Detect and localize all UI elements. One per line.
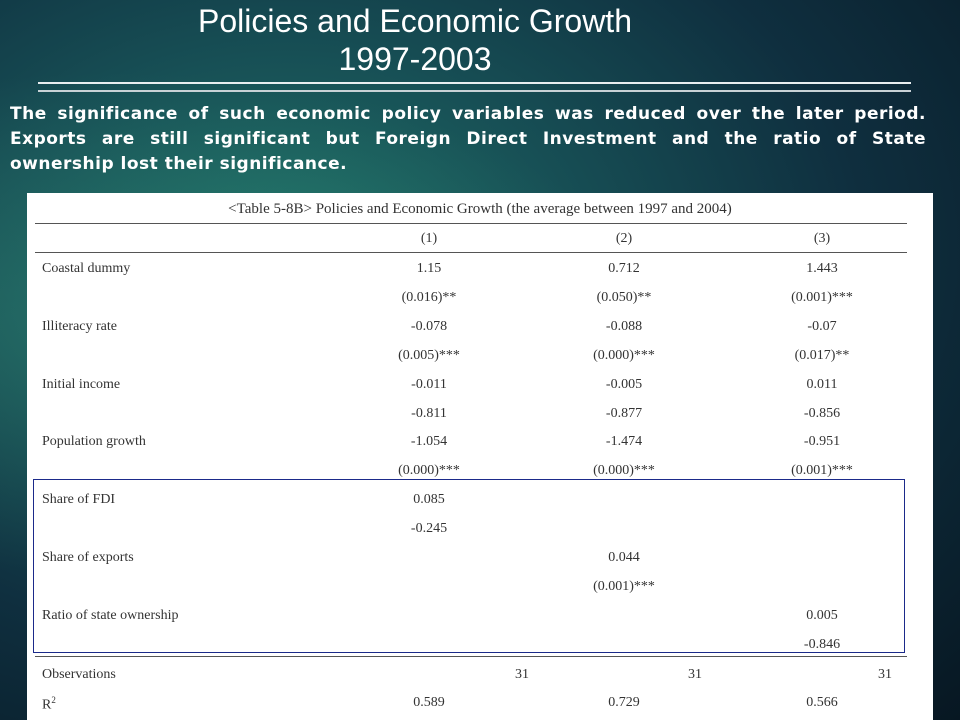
table-cell-c2: (0.001)*** xyxy=(593,579,655,594)
intro-paragraph: The significance of such economic policy… xyxy=(10,104,926,174)
table-cell-c2: (0.000)*** xyxy=(593,463,655,478)
stats-rule xyxy=(35,656,907,657)
table-cell-c3: (0.001)*** xyxy=(791,290,853,305)
table-cell-c3: 0.005 xyxy=(806,608,838,623)
row-label: Initial income xyxy=(42,377,121,392)
table-top-rule xyxy=(35,223,907,224)
table-cell-c2: -0.088 xyxy=(605,319,643,334)
observations-label: Observations xyxy=(42,667,116,682)
table-cell-c3: -0.846 xyxy=(803,637,841,652)
col-header-3: (3) xyxy=(813,231,831,246)
table-cell-c1: (0.016)** xyxy=(401,290,457,305)
table-cell-c2: 0.044 xyxy=(608,550,640,565)
table-cell-c2: -1.474 xyxy=(605,434,643,449)
table-cell-c1: (0.000)*** xyxy=(398,463,460,478)
r2-c1: 0.589 xyxy=(413,695,445,710)
header-rule xyxy=(35,252,907,253)
r2-label: R2 xyxy=(42,695,56,713)
observations-c3: 31 xyxy=(878,667,892,682)
table-cell-c3: (0.017)** xyxy=(794,348,850,363)
table-cell-c1: -0.811 xyxy=(411,406,447,421)
r2-c3: 0.566 xyxy=(806,695,838,710)
table-cell-c3: -0.951 xyxy=(803,434,841,449)
row-label: Population growth xyxy=(42,434,146,449)
title-divider xyxy=(38,82,911,92)
table-cell-c3: -0.856 xyxy=(803,406,841,421)
observations-c2: 31 xyxy=(688,667,702,682)
title-line-1: Policies and Economic Growth xyxy=(198,3,632,39)
row-label: Illiteracy rate xyxy=(42,319,118,334)
table-cell-c3: -0.07 xyxy=(807,319,837,334)
table-cell-c3: 0.011 xyxy=(806,377,838,392)
title-line-2: 1997-2003 xyxy=(338,41,492,77)
row-label: Coastal dummy xyxy=(42,261,131,276)
regression-table: <Table 5-8B> Policies and Economic Growt… xyxy=(27,193,933,720)
table-cell-c2: -0.005 xyxy=(605,377,643,392)
slide-title: Policies and Economic Growth 1997-2003 xyxy=(0,2,830,78)
table-cell-c1: 0.085 xyxy=(413,492,445,507)
r2-c2: 0.729 xyxy=(608,695,640,710)
table-cell-c1: -0.078 xyxy=(410,319,448,334)
table-cell-c1: 1.15 xyxy=(416,261,442,276)
table-cell-c2: (0.000)*** xyxy=(593,348,655,363)
col-header-2: (2) xyxy=(615,231,633,246)
table-cell-c1: -0.011 xyxy=(411,377,447,392)
table-cell-c2: 0.712 xyxy=(608,261,640,276)
row-label: Ratio of state ownership xyxy=(42,608,179,623)
col-header-1: (1) xyxy=(420,231,438,246)
policy-variables-highlight xyxy=(33,479,905,653)
observations-c1: 31 xyxy=(515,667,529,682)
table-cell-c2: -0.877 xyxy=(605,406,643,421)
table-caption: <Table 5-8B> Policies and Economic Growt… xyxy=(228,201,732,217)
table-cell-c1: -1.054 xyxy=(410,434,448,449)
table-cell-c3: 1.443 xyxy=(806,261,838,276)
table-cell-c1: -0.245 xyxy=(410,521,448,536)
table-cell-c2: (0.050)** xyxy=(596,290,652,305)
row-label: Share of exports xyxy=(42,550,134,565)
row-label: Share of FDI xyxy=(42,492,116,507)
table-cell-c3: (0.001)*** xyxy=(791,463,853,478)
table-cell-c1: (0.005)*** xyxy=(398,348,460,363)
